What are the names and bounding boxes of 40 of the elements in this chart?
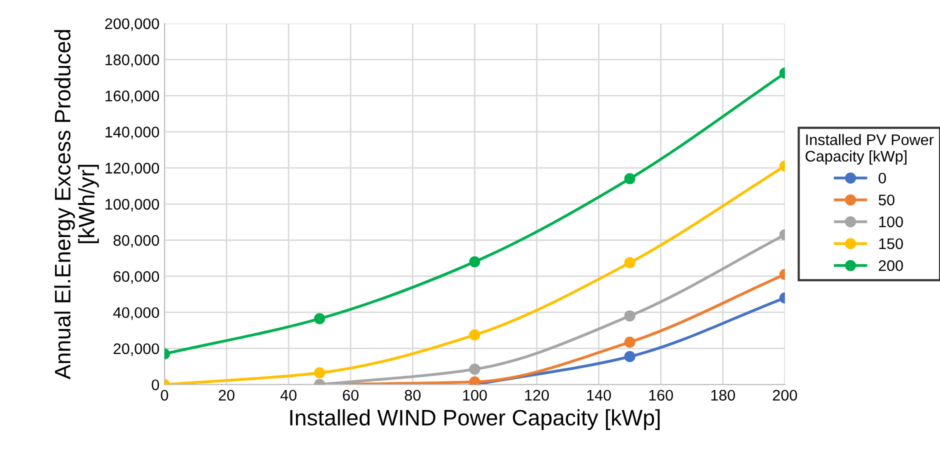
point [469, 376, 480, 385]
legend-label: 50 [878, 194, 894, 206]
x-tick-label: 140 [587, 390, 611, 401]
point [624, 257, 636, 268]
y-tick-label: 20,000 [114, 343, 160, 356]
y-tick-label: 120,000 [106, 162, 160, 176]
y-tick-label: 160,000 [106, 90, 160, 104]
point [314, 313, 326, 324]
point [469, 364, 480, 375]
legend-label: 100 [879, 216, 903, 228]
legend-label: 150 [879, 238, 903, 250]
y-tick-label: 140,000 [106, 126, 160, 140]
y-tick-label: 60,000 [114, 271, 160, 284]
y-tick-label: 80,000 [114, 234, 160, 248]
legend-label: 0 [878, 172, 886, 184]
y-axis-title: Annual El.Energy Excess Produced [kWh/yr] [54, 30, 99, 380]
x-tick-label: 100 [463, 390, 487, 401]
x-tick-label: 60 [342, 390, 359, 401]
x-tick-label: 160 [649, 390, 673, 401]
x-tick-label: 40 [280, 390, 296, 401]
point [624, 310, 636, 322]
legend-label: 200 [878, 260, 903, 272]
y-tick-label: 0 [152, 379, 160, 390]
x-tick-label: 200 [772, 390, 798, 401]
x-tick-label: 180 [711, 390, 736, 401]
x-axis-title: Installed WIND Power Capacity [kWp] [290, 409, 660, 430]
y-tick-label: 180,000 [106, 54, 160, 68]
x-tick-label: 80 [404, 390, 421, 401]
point [314, 367, 326, 378]
legend-title: Installed PV Power Capacity [kWp] [806, 134, 934, 165]
y-tick-label: 40,000 [113, 307, 160, 320]
y-tick-label: 200,000 [105, 18, 160, 31]
x-tick-label: 20 [218, 390, 234, 401]
point [469, 256, 480, 268]
x-tick-label: 0 [160, 390, 168, 401]
point [624, 336, 636, 348]
x-tick-label: 120 [525, 390, 549, 401]
point [624, 173, 636, 184]
y-tick-label: 100,000 [106, 198, 160, 212]
point [469, 329, 480, 340]
